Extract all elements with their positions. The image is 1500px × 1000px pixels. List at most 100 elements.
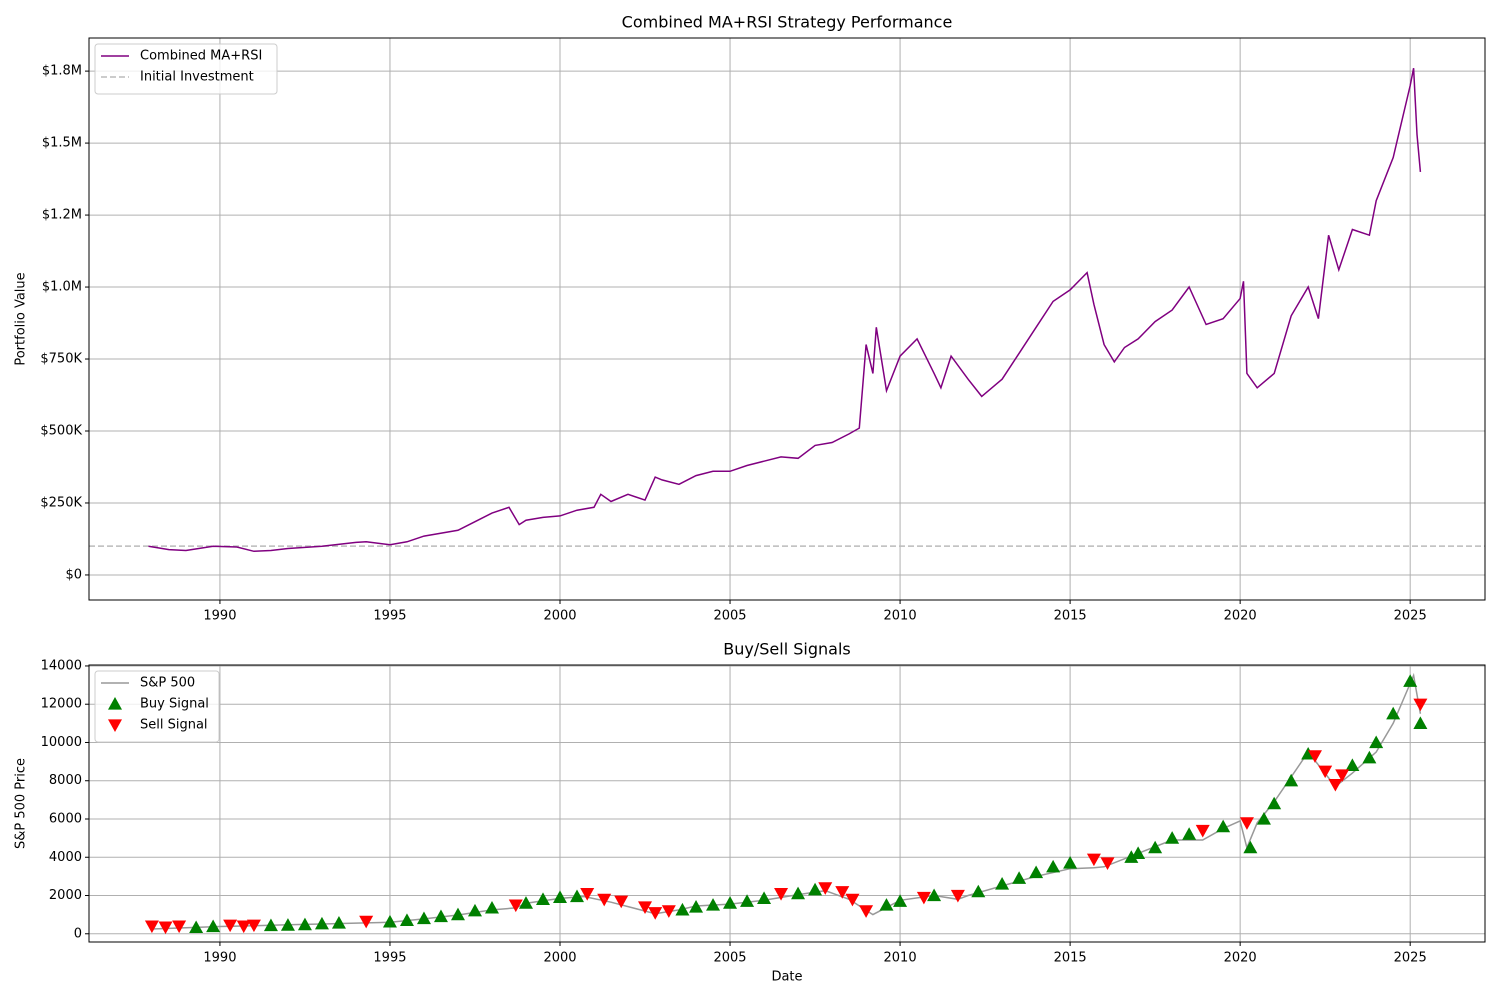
x-tick-label: 1995	[373, 951, 406, 966]
data-line	[148, 68, 1422, 553]
x-tick-label: 2000	[543, 609, 576, 624]
signal-marker	[518, 896, 533, 909]
signal-marker	[1335, 769, 1350, 782]
signal-marker	[172, 920, 187, 934]
x-tick-label: 1990	[203, 609, 236, 624]
signal-marker	[916, 891, 931, 905]
signal-marker	[1086, 853, 1101, 867]
y-tick-label: $500K	[40, 423, 82, 438]
x-tick-label: 2010	[884, 609, 917, 624]
signal-marker	[1063, 855, 1078, 869]
signal-marker	[263, 918, 278, 932]
legend-label: Sell Signal	[140, 718, 208, 733]
y-tick-label: $1.8M	[42, 64, 82, 79]
signal-marker	[1243, 840, 1258, 854]
x-tick-label: 2015	[1054, 609, 1087, 624]
signal-marker	[879, 898, 894, 911]
signal-marker	[1369, 735, 1384, 749]
signal-marker	[416, 911, 431, 925]
signal-marker	[1386, 706, 1401, 720]
signal-marker	[995, 877, 1010, 890]
signal-marker	[467, 903, 482, 917]
legend-label: Buy Signal	[140, 697, 209, 712]
legend: Combined MA+RSI Initial Investment	[94, 43, 278, 95]
signal-marker	[331, 916, 346, 929]
signal-marker	[1182, 827, 1197, 840]
signal-marker	[484, 900, 499, 914]
signal-marker	[535, 892, 550, 905]
signal-marker	[661, 905, 676, 918]
signal-marker	[648, 907, 663, 920]
x-tick-label: 2025	[1394, 951, 1427, 966]
signal-marker	[1328, 778, 1343, 792]
signal-marker	[1307, 750, 1322, 763]
signal-marker	[1029, 865, 1044, 879]
signal-marker	[223, 919, 238, 933]
signal-marker	[206, 919, 221, 933]
y-tick-label: $1.0M	[42, 280, 82, 295]
y-tick-label: 0	[74, 926, 82, 941]
signal-marker	[1124, 850, 1139, 863]
signal-marker	[950, 889, 965, 903]
signal-marker	[246, 919, 261, 933]
y-tick-label: $0	[65, 567, 82, 582]
y-tick-label: $1.2M	[42, 208, 82, 223]
x-tick-label: 2005	[713, 609, 746, 624]
signal-marker	[1345, 758, 1360, 772]
legend-label: Initial Investment	[140, 70, 254, 85]
signal-marker	[638, 901, 653, 914]
signal-marker	[845, 893, 860, 907]
signal-marker	[774, 888, 789, 901]
x-tick-label: 2005	[713, 951, 746, 966]
y-tick-label: 14000	[41, 658, 82, 673]
signal-marker	[450, 907, 465, 921]
chart-title: Combined MA+RSI Strategy Performance	[622, 13, 953, 32]
y-tick-label: 8000	[49, 773, 82, 788]
x-tick-label: 2020	[1224, 951, 1257, 966]
signal-marker	[1046, 859, 1061, 873]
axes-frame	[88, 664, 1486, 943]
y-tick-label: $750K	[40, 352, 82, 367]
signal-marker	[1267, 796, 1282, 810]
signal-marker	[1362, 750, 1377, 764]
y-tick-label: 2000	[49, 888, 82, 903]
signal-marker	[757, 891, 772, 904]
signal-marker	[689, 899, 704, 913]
y-tick-label: 4000	[49, 850, 82, 865]
signal-marker	[144, 920, 159, 934]
signal-marker	[189, 920, 204, 934]
y-tick-label: $250K	[40, 495, 82, 510]
y-axis-label: Portfolio Value	[14, 272, 29, 365]
signal-marker	[971, 884, 986, 898]
signal-marker	[1403, 674, 1418, 687]
signal-marker	[1148, 840, 1163, 854]
signal-marker	[399, 913, 414, 926]
signal-marker	[236, 920, 251, 934]
signal-marker	[723, 896, 738, 909]
signal-marker	[740, 894, 755, 907]
signal-marker	[818, 882, 833, 895]
y-tick-label: 10000	[41, 735, 82, 750]
x-tick-label: 2010	[884, 951, 917, 966]
signal-marker	[1165, 831, 1180, 844]
legend-box	[94, 43, 278, 95]
signal-marker	[297, 917, 312, 931]
signal-marker	[675, 902, 690, 916]
x-tick-label: 2000	[543, 951, 576, 966]
signal-marker	[927, 888, 942, 902]
legend-label: Combined MA+RSI	[140, 49, 262, 64]
signal-marker	[808, 882, 823, 896]
x-axis-label: Date	[771, 970, 802, 985]
signal-marker	[570, 889, 585, 903]
legend-marker	[108, 719, 122, 732]
signal-marker	[1256, 811, 1271, 825]
signal-marker	[1012, 871, 1027, 884]
signal-marker	[1318, 765, 1333, 779]
signal-marker	[158, 921, 173, 935]
signal-marker	[1284, 773, 1299, 787]
signal-marker	[359, 915, 374, 929]
legend-marker	[108, 697, 122, 710]
y-tick-label: 6000	[49, 811, 82, 826]
signal-marker	[1131, 846, 1146, 860]
